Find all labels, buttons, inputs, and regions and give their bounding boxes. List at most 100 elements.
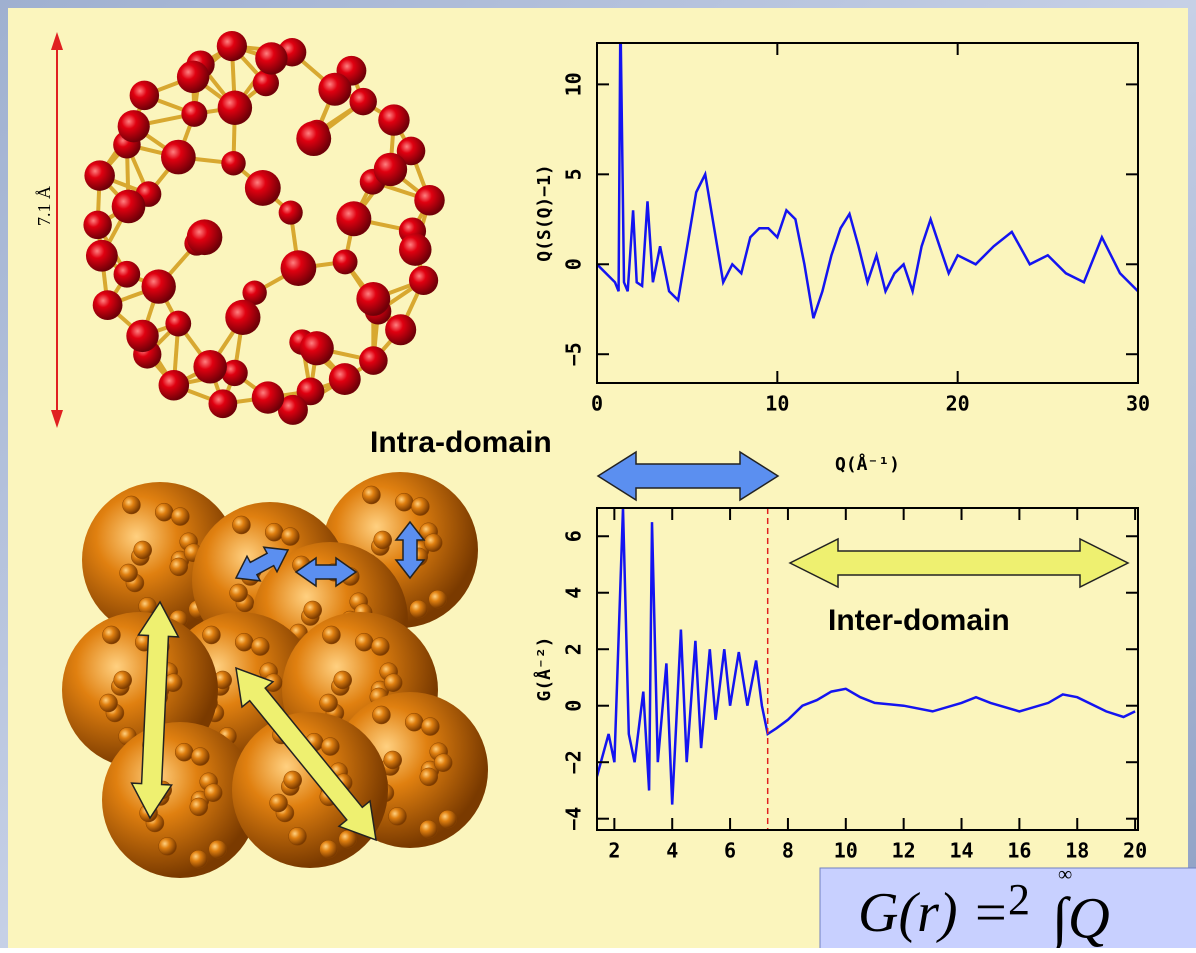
y-tick-label: 0 [562, 700, 586, 712]
fullerene-dot [384, 751, 402, 769]
fullerene-dot [230, 584, 248, 602]
y-tick-label: −4 [562, 807, 586, 831]
fullerene-dot [209, 840, 227, 858]
fullerene-dot [102, 626, 120, 644]
atom [225, 300, 260, 335]
fullerene-dot [420, 820, 438, 838]
y-tick-label: 6 [562, 530, 586, 542]
atom [177, 61, 209, 93]
atom [399, 233, 431, 265]
y-tick-label: 10 [562, 72, 586, 96]
formula-num: 2 [1008, 875, 1030, 924]
y-tick-label: 4 [562, 587, 586, 599]
fullerene-dot [405, 713, 423, 731]
atom [356, 282, 390, 316]
atom [217, 31, 247, 61]
fullerene-dot [339, 830, 357, 848]
fullerene-dot [235, 633, 253, 651]
fullerene-dot [284, 771, 302, 789]
x-tick-label: 8 [782, 839, 794, 863]
y-axis-label: Q(S(Q)−1) [534, 164, 555, 262]
atom [83, 211, 111, 239]
fullerene-dot [175, 743, 193, 761]
atom [252, 381, 284, 413]
fullerene-dot [320, 840, 338, 858]
x-tick-label: 20 [1123, 839, 1147, 863]
fullerene-dot [204, 784, 222, 802]
atom [159, 370, 190, 401]
x-tick-label: 4 [666, 839, 678, 863]
fullerene-dot [321, 738, 339, 756]
fullerene-dot [270, 794, 288, 812]
formula-upper: ∞ [1058, 864, 1072, 886]
x-tick-label: 6 [724, 839, 736, 863]
fullerene-dot [114, 671, 132, 689]
x-tick-label: 14 [949, 839, 973, 863]
atom [142, 269, 176, 303]
x-axis-label: Q(Å⁻¹) [835, 452, 900, 475]
fullerene-dot [371, 638, 389, 656]
atom [126, 320, 158, 352]
fullerene-dot [334, 671, 352, 689]
atom [336, 201, 371, 236]
y-tick-label: −5 [562, 342, 586, 366]
atom [333, 249, 358, 274]
atom [84, 160, 115, 191]
fullerene-dot [434, 754, 452, 772]
fullerene-dot [439, 810, 457, 828]
x-tick-label: 0 [591, 392, 603, 416]
atom [208, 389, 237, 418]
x-tick-label: 10 [765, 392, 789, 416]
atom [221, 151, 245, 175]
fullerene-dot [362, 486, 380, 504]
atom [279, 201, 303, 225]
x-tick-label: 16 [1007, 839, 1031, 863]
fullerene-dot [421, 718, 439, 736]
x-tick-label: 30 [1126, 392, 1150, 416]
fullerene-dot [355, 633, 373, 651]
size-label: 7.1 Å [34, 186, 54, 226]
atom [329, 363, 361, 395]
formula-lhs: G(r) = [858, 882, 1009, 944]
fullerene-dot [190, 850, 208, 868]
fullerene-dot [191, 748, 209, 766]
fullerene-dot [395, 493, 413, 511]
y-tick-label: −2 [562, 750, 586, 774]
x-tick-label: 10 [834, 839, 858, 863]
fullerene-dot [424, 534, 442, 552]
fullerene-dot [411, 498, 429, 516]
atom [218, 91, 252, 125]
atom [409, 266, 438, 295]
atom [187, 219, 223, 255]
x-tick-label: 12 [892, 839, 916, 863]
fullerene-dot [322, 626, 340, 644]
fullerene-dot [429, 590, 447, 608]
atom [114, 261, 141, 288]
slide: 7.1 Å Intra-domain Inter-domain G(r) = 2… [0, 0, 1196, 948]
y-tick-label: 0 [562, 258, 586, 270]
inter-label: Inter-domain [828, 604, 1010, 637]
fullerene-dot [410, 600, 428, 618]
fullerene-dot [289, 827, 307, 845]
atom [245, 170, 281, 206]
atom [414, 185, 444, 215]
intra-label: Intra-domain [370, 426, 552, 459]
atom [281, 250, 317, 286]
atom [130, 81, 159, 110]
atom [349, 88, 376, 115]
y-tick-label: 2 [562, 643, 586, 655]
x-tick-label: 2 [608, 839, 620, 863]
y-tick-label: 5 [562, 168, 586, 180]
fullerene-dot [159, 837, 177, 855]
fullerene-dot [281, 528, 299, 546]
fullerene-dot [171, 508, 189, 526]
fullerene-dot [155, 503, 173, 521]
fullerene-dot [420, 768, 438, 786]
x-tick-label: 18 [1065, 839, 1089, 863]
atom [318, 73, 351, 106]
atom [165, 311, 191, 337]
fullerene-dot [190, 798, 208, 816]
atom [181, 101, 207, 127]
fullerene-dot [384, 674, 402, 692]
fullerene-dot [372, 706, 390, 724]
